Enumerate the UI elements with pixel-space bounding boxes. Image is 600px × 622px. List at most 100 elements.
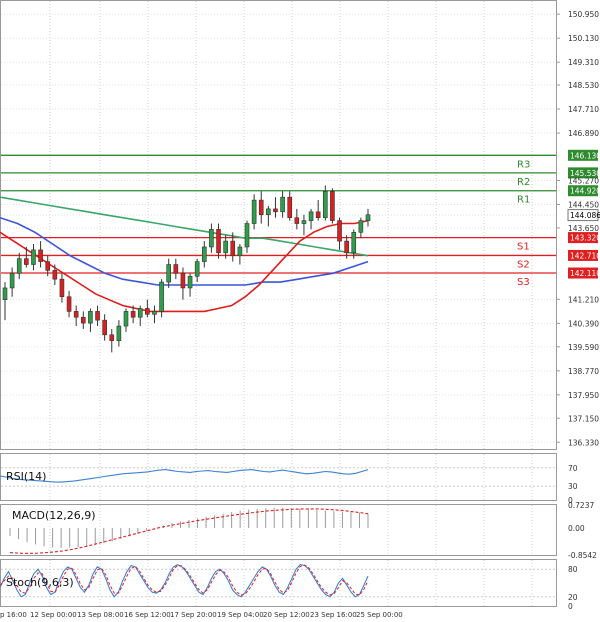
bear-candle-body (173, 264, 179, 274)
price-level-label: 146.130 (570, 151, 600, 160)
price-tick-label: 143.650 (568, 224, 599, 233)
bear-candle-body (52, 270, 58, 280)
candle (258, 191, 264, 224)
price-tick-label: 146.890 (568, 129, 599, 138)
candle (31, 244, 36, 271)
stoch-k-line (0, 563, 369, 598)
candle (52, 264, 58, 286)
candle (216, 223, 221, 259)
candle (80, 311, 86, 329)
price-level-box (568, 267, 598, 279)
bull-candle-body (201, 246, 207, 262)
macd-signal-line (9, 508, 369, 554)
price-level-box (568, 249, 598, 261)
stoch-label: Stoch(9,6,3) (6, 576, 74, 589)
bull-candle-body (152, 311, 157, 315)
stoch-tick-label: 80 (568, 565, 578, 574)
bull-candle-body (166, 264, 172, 283)
price-tick-label: 138.770 (568, 367, 599, 376)
level-label: S1 (517, 242, 530, 253)
candle (180, 267, 186, 300)
level-label: R2 (517, 177, 530, 188)
bull-candle-body (187, 275, 193, 289)
price-axis: 150.950 150.130 149.310 148.530 147.710 146.8… (556, 10, 600, 447)
rsi-label: RSI(14) (6, 470, 46, 483)
candle (294, 208, 300, 230)
bull-candle-body (351, 232, 357, 254)
bull-candle-body (365, 214, 371, 221)
bear-candle-body (95, 311, 100, 321)
candle (330, 188, 335, 224)
price-tick-label: 144.450 (568, 201, 599, 210)
bull-candle-body (88, 311, 93, 324)
rsi-panel: RSI(14) 70 30 0 (0, 464, 578, 505)
price-level-label: 145.530 (570, 169, 600, 178)
price-tick-label: 148.530 (568, 81, 599, 90)
price-tick-label: 141.210 (568, 295, 599, 304)
candle (351, 229, 357, 259)
time-tick-label: 17 Sep 20:00 (170, 611, 217, 619)
candle (59, 273, 65, 303)
candle (337, 217, 342, 250)
bear-candle-body (80, 316, 86, 324)
current-price-box (567, 209, 599, 222)
price-tick-label: 145.270 (568, 176, 599, 185)
bull-candle-body (266, 208, 271, 216)
macd-tick-label: 0.00 (568, 524, 585, 533)
candle (237, 244, 243, 265)
price-tick-label: 147.710 (568, 105, 599, 114)
candle (123, 308, 129, 332)
bear-candle-body (294, 217, 300, 224)
candle (9, 267, 15, 297)
support-resistance-levels: R3 R2 R1 S1 S2 S3 (1, 154, 556, 288)
stoch-tick-label: 0 (568, 602, 573, 611)
bear-candle-body (66, 296, 72, 312)
bull-candle-body (31, 249, 36, 265)
candle (280, 191, 285, 218)
price-tick-label: 139.590 (568, 343, 599, 352)
price-level-box (568, 232, 598, 244)
candle (16, 252, 22, 280)
price-tick-label: 140.390 (568, 319, 599, 328)
stoch-d-line (0, 564, 369, 596)
price-level-box (568, 185, 598, 197)
time-tick-label: 13 Sep 08:00 (77, 611, 124, 619)
price-level-label: 142.110 (570, 269, 600, 278)
bear-candle-body (315, 211, 321, 218)
candle (209, 223, 214, 253)
bear-candle-body (145, 308, 150, 315)
time-tick-label: 23 Sep 16:00 (310, 611, 357, 619)
candle (322, 185, 328, 221)
candle (130, 305, 136, 324)
bull-candle-body (223, 240, 228, 254)
price-tick-label: 150.130 (568, 34, 599, 43)
candle (152, 305, 157, 324)
bear-candle-body (102, 319, 107, 336)
bear-candle-body (337, 220, 342, 242)
bull-candle-body (358, 220, 364, 233)
candle (159, 279, 164, 318)
candle (194, 258, 200, 283)
candle (88, 308, 93, 332)
bull-candle-body (2, 287, 8, 300)
level-label: R1 (517, 195, 530, 206)
bull-candle-body (9, 273, 15, 289)
candle (344, 235, 349, 259)
time-tick-label: p 16:00 (0, 611, 27, 619)
candle (102, 314, 107, 341)
bear-candle-body (258, 199, 264, 216)
bull-candle-body (280, 196, 285, 213)
bull-candle-body (209, 229, 214, 248)
bull-candle-body (194, 261, 200, 277)
time-tick-label: 25 Sep 00:00 (356, 611, 403, 619)
candle (315, 200, 321, 221)
bear-candle-body (24, 258, 29, 265)
stoch-panel: Stoch(9,6,3) 80 200 (0, 563, 578, 611)
price-tick-label: 137.950 (568, 391, 599, 400)
macd-label: MACD(12,26,9) (12, 509, 96, 522)
bear-candle-body (330, 191, 335, 221)
macd-tick-label: -0.8542 (568, 551, 597, 560)
price-tick-label: 150.950 (568, 10, 599, 19)
bear-candle-body (287, 196, 293, 218)
bull-candle-body (123, 311, 129, 327)
